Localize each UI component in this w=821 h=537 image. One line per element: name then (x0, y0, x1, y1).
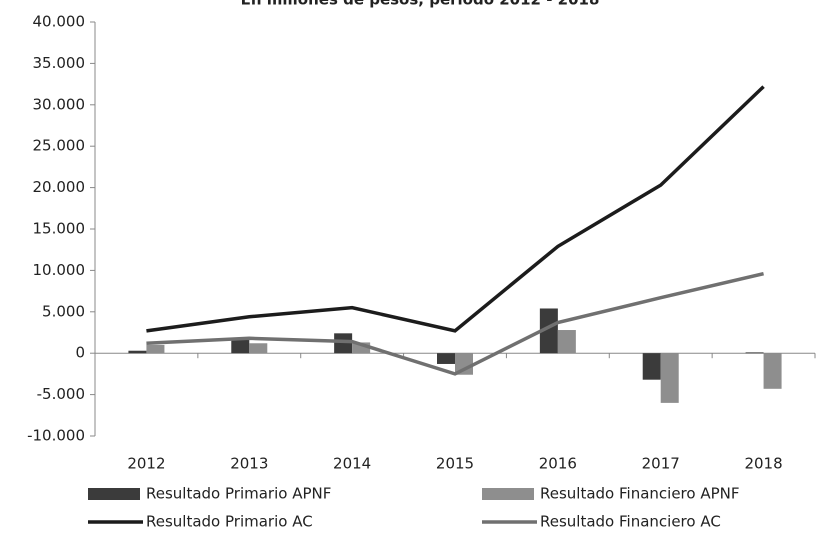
bar (334, 333, 353, 354)
y-tick-label: 40.000 (33, 13, 86, 31)
bar (745, 352, 764, 354)
y-tick-label: 25.000 (33, 137, 86, 155)
x-tick-label: 2016 (539, 455, 577, 473)
bar (128, 350, 147, 354)
y-tick-label: 20.000 (33, 178, 86, 196)
bar (231, 338, 250, 354)
y-tick-label: 15.000 (33, 220, 86, 238)
bar (352, 342, 371, 354)
y-tick-label: 35.000 (33, 54, 86, 72)
y-tick-label: 10.000 (33, 261, 86, 279)
bar (437, 353, 455, 364)
y-tick-label: 0 (75, 344, 85, 362)
x-tick-label: 2018 (744, 455, 782, 473)
x-tick-label: 2017 (642, 455, 680, 473)
y-tick-label: 30.000 (33, 95, 86, 113)
x-tick-label: 2015 (436, 455, 474, 473)
legend-label: Resultado Financiero AC (540, 513, 721, 531)
line (146, 85, 765, 333)
y-tick-label: 5.000 (42, 302, 85, 320)
chart-title: En millones de pesos, período 2012 - 201… (241, 0, 600, 9)
x-tick-label: 2012 (127, 455, 165, 473)
bar (455, 353, 473, 375)
bar (539, 308, 558, 354)
legend-swatch (482, 488, 534, 500)
x-tick-label: 2014 (333, 455, 371, 473)
legend-label: Resultado Primario AC (146, 513, 313, 531)
legend-label: Resultado Primario APNF (146, 485, 331, 503)
y-tick-label: -5.000 (37, 385, 85, 403)
bar (642, 353, 661, 380)
bar (660, 353, 679, 403)
line (146, 272, 764, 376)
legend-label: Resultado Financiero APNF (540, 485, 740, 503)
bar (146, 344, 165, 354)
x-tick-label: 2013 (230, 455, 268, 473)
bar (249, 343, 268, 354)
y-tick-label: -10.000 (27, 427, 85, 445)
bar (763, 353, 782, 389)
bar (557, 330, 576, 354)
legend-swatch (88, 488, 140, 500)
